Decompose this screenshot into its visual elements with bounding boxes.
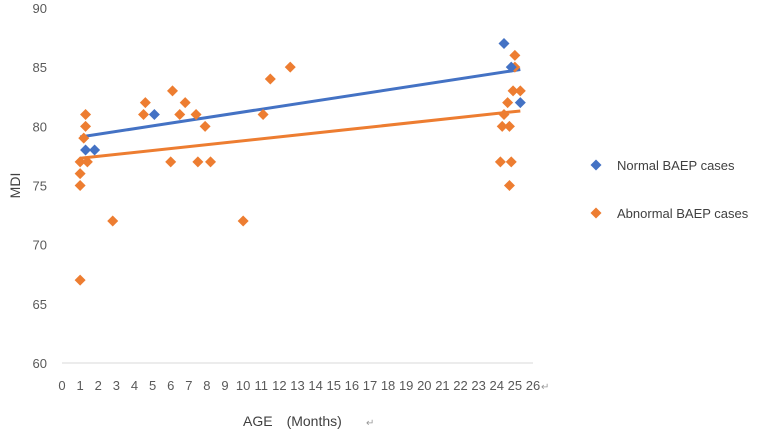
data-point-normal bbox=[89, 144, 101, 156]
data-point-abnormal bbox=[205, 156, 217, 168]
y-tick-label: 90 bbox=[33, 1, 47, 16]
trendline-normal bbox=[79, 68, 521, 139]
trendlines bbox=[79, 68, 521, 160]
data-point-abnormal bbox=[139, 97, 151, 109]
x-tick-label: 7 bbox=[185, 378, 192, 393]
data-point-abnormal bbox=[498, 109, 510, 120]
data-point-normal bbox=[80, 144, 92, 156]
x-axis-return-mark: ↵ bbox=[541, 382, 549, 393]
data-point-abnormal bbox=[138, 109, 150, 120]
x-tick-label: 10 bbox=[236, 378, 250, 393]
data-point-normal bbox=[514, 97, 526, 109]
y-tick-label: 75 bbox=[33, 179, 47, 194]
data-point-abnormal bbox=[167, 85, 179, 97]
x-title-return-mark: ↵ bbox=[366, 418, 374, 429]
x-tick-label: 5 bbox=[149, 378, 156, 393]
data-point-abnormal bbox=[165, 156, 177, 168]
data-point-abnormal bbox=[107, 215, 119, 227]
y-tick-label: 65 bbox=[33, 297, 47, 312]
data-point-abnormal bbox=[502, 97, 514, 109]
data-points bbox=[74, 38, 526, 286]
x-tick-label: 16 bbox=[345, 378, 359, 393]
data-point-abnormal bbox=[503, 180, 515, 191]
y-axis-ticks: 60 65 70 75 80 85 90 bbox=[33, 1, 47, 371]
data-point-abnormal bbox=[237, 215, 249, 227]
data-point-abnormal bbox=[264, 73, 276, 85]
data-point-abnormal bbox=[74, 180, 86, 191]
y-axis-title: MDI bbox=[7, 173, 23, 199]
data-point-abnormal bbox=[257, 109, 269, 120]
legend: Normal BAEP cases Abnormal BAEP cases bbox=[590, 158, 749, 221]
y-tick-label: 60 bbox=[33, 356, 47, 371]
x-axis-ticks: 0 1 2 3 4 5 6 7 8 9 10 11 12 13 14 15 16 17 18 19 20 21 22 23 24… bbox=[58, 378, 540, 393]
x-tick-label: 25 bbox=[508, 378, 522, 393]
y-tick-label: 80 bbox=[33, 119, 47, 134]
data-point-abnormal bbox=[192, 156, 204, 168]
data-point-abnormal bbox=[74, 274, 86, 286]
legend-label-abnormal: Abnormal BAEP cases bbox=[617, 206, 749, 221]
x-tick-label: 2 bbox=[95, 378, 102, 393]
data-point-abnormal bbox=[284, 61, 296, 73]
data-point-abnormal bbox=[74, 168, 86, 180]
x-tick-label: 15 bbox=[326, 378, 340, 393]
data-point-normal bbox=[148, 109, 160, 120]
legend-marker-abnormal bbox=[590, 207, 602, 219]
data-point-abnormal bbox=[496, 120, 508, 132]
x-tick-label: 0 bbox=[58, 378, 65, 393]
x-tick-label: 6 bbox=[167, 378, 174, 393]
x-tick-label: 22 bbox=[453, 378, 467, 393]
trendline-abnormal bbox=[79, 109, 521, 160]
x-tick-label: 18 bbox=[381, 378, 395, 393]
data-point-normal bbox=[505, 61, 517, 73]
data-point-normal bbox=[498, 38, 510, 49]
y-tick-label: 85 bbox=[33, 60, 47, 75]
x-tick-label: 1 bbox=[76, 378, 83, 393]
data-point-abnormal bbox=[505, 156, 517, 168]
x-tick-label: 14 bbox=[308, 378, 322, 393]
data-point-abnormal bbox=[179, 97, 191, 109]
legend-label-normal: Normal BAEP cases bbox=[617, 158, 735, 173]
x-tick-label: 12 bbox=[272, 378, 286, 393]
x-axis-title: AGE (Months) bbox=[243, 413, 342, 429]
data-point-abnormal bbox=[190, 109, 202, 120]
data-point-abnormal bbox=[494, 156, 506, 168]
legend-marker-normal bbox=[590, 159, 602, 171]
x-tick-label: 4 bbox=[131, 378, 138, 393]
data-point-abnormal bbox=[509, 49, 521, 61]
x-tick-label: 8 bbox=[203, 378, 210, 393]
x-tick-label: 23 bbox=[471, 378, 485, 393]
data-point-abnormal bbox=[80, 120, 92, 132]
x-tick-label: 3 bbox=[113, 378, 120, 393]
data-point-abnormal bbox=[507, 85, 519, 97]
x-tick-label: 13 bbox=[290, 378, 304, 393]
data-point-abnormal bbox=[174, 109, 186, 120]
y-tick-label: 70 bbox=[33, 238, 47, 253]
x-tick-label: 17 bbox=[363, 378, 377, 393]
x-tick-label: 20 bbox=[417, 378, 431, 393]
data-point-abnormal bbox=[503, 120, 515, 132]
x-tick-label: 21 bbox=[435, 378, 449, 393]
x-tick-label: 19 bbox=[399, 378, 413, 393]
x-tick-label: 26 bbox=[526, 378, 540, 393]
data-point-abnormal bbox=[514, 85, 526, 97]
x-tick-label: 9 bbox=[221, 378, 228, 393]
data-point-abnormal bbox=[199, 120, 211, 132]
x-tick-label: 11 bbox=[255, 378, 269, 393]
data-point-abnormal bbox=[80, 109, 92, 120]
data-point-abnormal bbox=[74, 156, 86, 168]
data-point-abnormal bbox=[81, 156, 93, 168]
x-tick-label: 24 bbox=[490, 378, 504, 393]
data-point-abnormal bbox=[78, 132, 90, 144]
